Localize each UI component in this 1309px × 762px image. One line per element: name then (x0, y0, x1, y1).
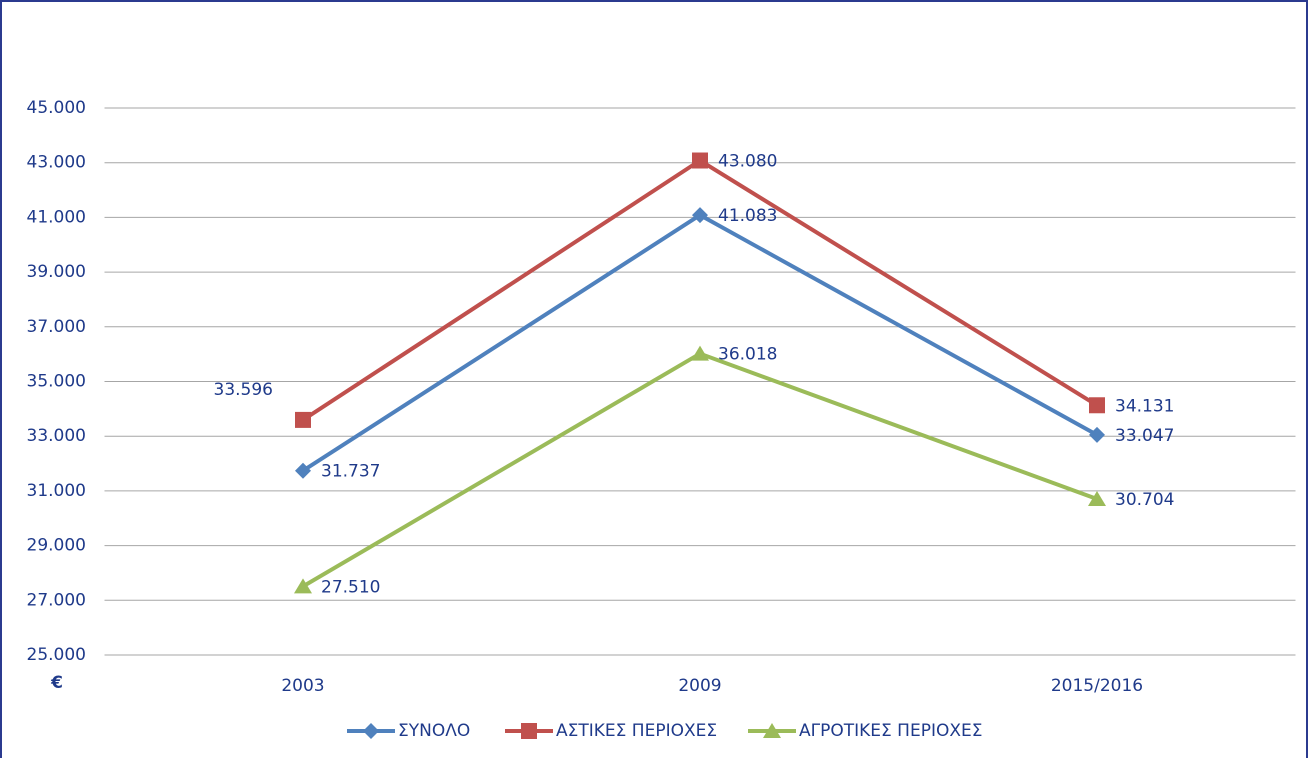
y-tick-label: 39.000 (27, 262, 86, 282)
y-tick-label: 31.000 (27, 481, 86, 501)
data-point (1089, 397, 1105, 414)
legend-marker (521, 723, 537, 739)
data-label: 27.510 (321, 577, 380, 597)
data-label: 34.131 (1115, 396, 1174, 416)
y-tick-label: 45.000 (27, 98, 86, 118)
y-tick-label: 25.000 (27, 645, 86, 665)
y-tick-label: 35.000 (27, 372, 86, 392)
y-tick-label: 43.000 (27, 153, 86, 173)
data-point (692, 152, 708, 169)
data-label: 33.596 (214, 380, 273, 400)
data-label: 31.737 (321, 462, 380, 482)
y-tick-label: 29.000 (27, 536, 86, 556)
x-tick-label: 2015/2016 (1051, 676, 1143, 696)
data-point (692, 207, 708, 224)
legend-marker (363, 723, 379, 739)
data-point (691, 345, 709, 361)
y-tick-label: 37.000 (27, 317, 86, 337)
data-point (294, 578, 312, 594)
y-tick-label: 41.000 (27, 207, 86, 227)
data-label: 41.083 (718, 206, 777, 226)
data-label: 30.704 (1115, 490, 1174, 510)
legend-label: ΑΓΡΟΤΙΚΕΣ ΠΕΡΙΟΧΕΣ (799, 721, 982, 741)
data-point (1088, 490, 1106, 506)
x-tick-label: 2003 (281, 676, 324, 696)
data-point (1089, 426, 1105, 443)
y-tick-label: 33.000 (27, 426, 86, 446)
y-axis-label: € (50, 673, 63, 693)
data-label: 33.047 (1115, 426, 1174, 446)
data-point (295, 462, 311, 479)
data-label: 43.080 (718, 152, 777, 172)
data-label: 36.018 (718, 345, 777, 365)
legend-label: ΣΥΝΟΛΟ (398, 721, 470, 741)
y-tick-label: 27.000 (27, 590, 86, 610)
legend-marker (763, 723, 781, 738)
data-point (295, 411, 311, 428)
legend-label: ΑΣΤΙΚΕΣ ΠΕΡΙΟΧΕΣ (556, 721, 717, 741)
x-tick-label: 2009 (678, 676, 721, 696)
